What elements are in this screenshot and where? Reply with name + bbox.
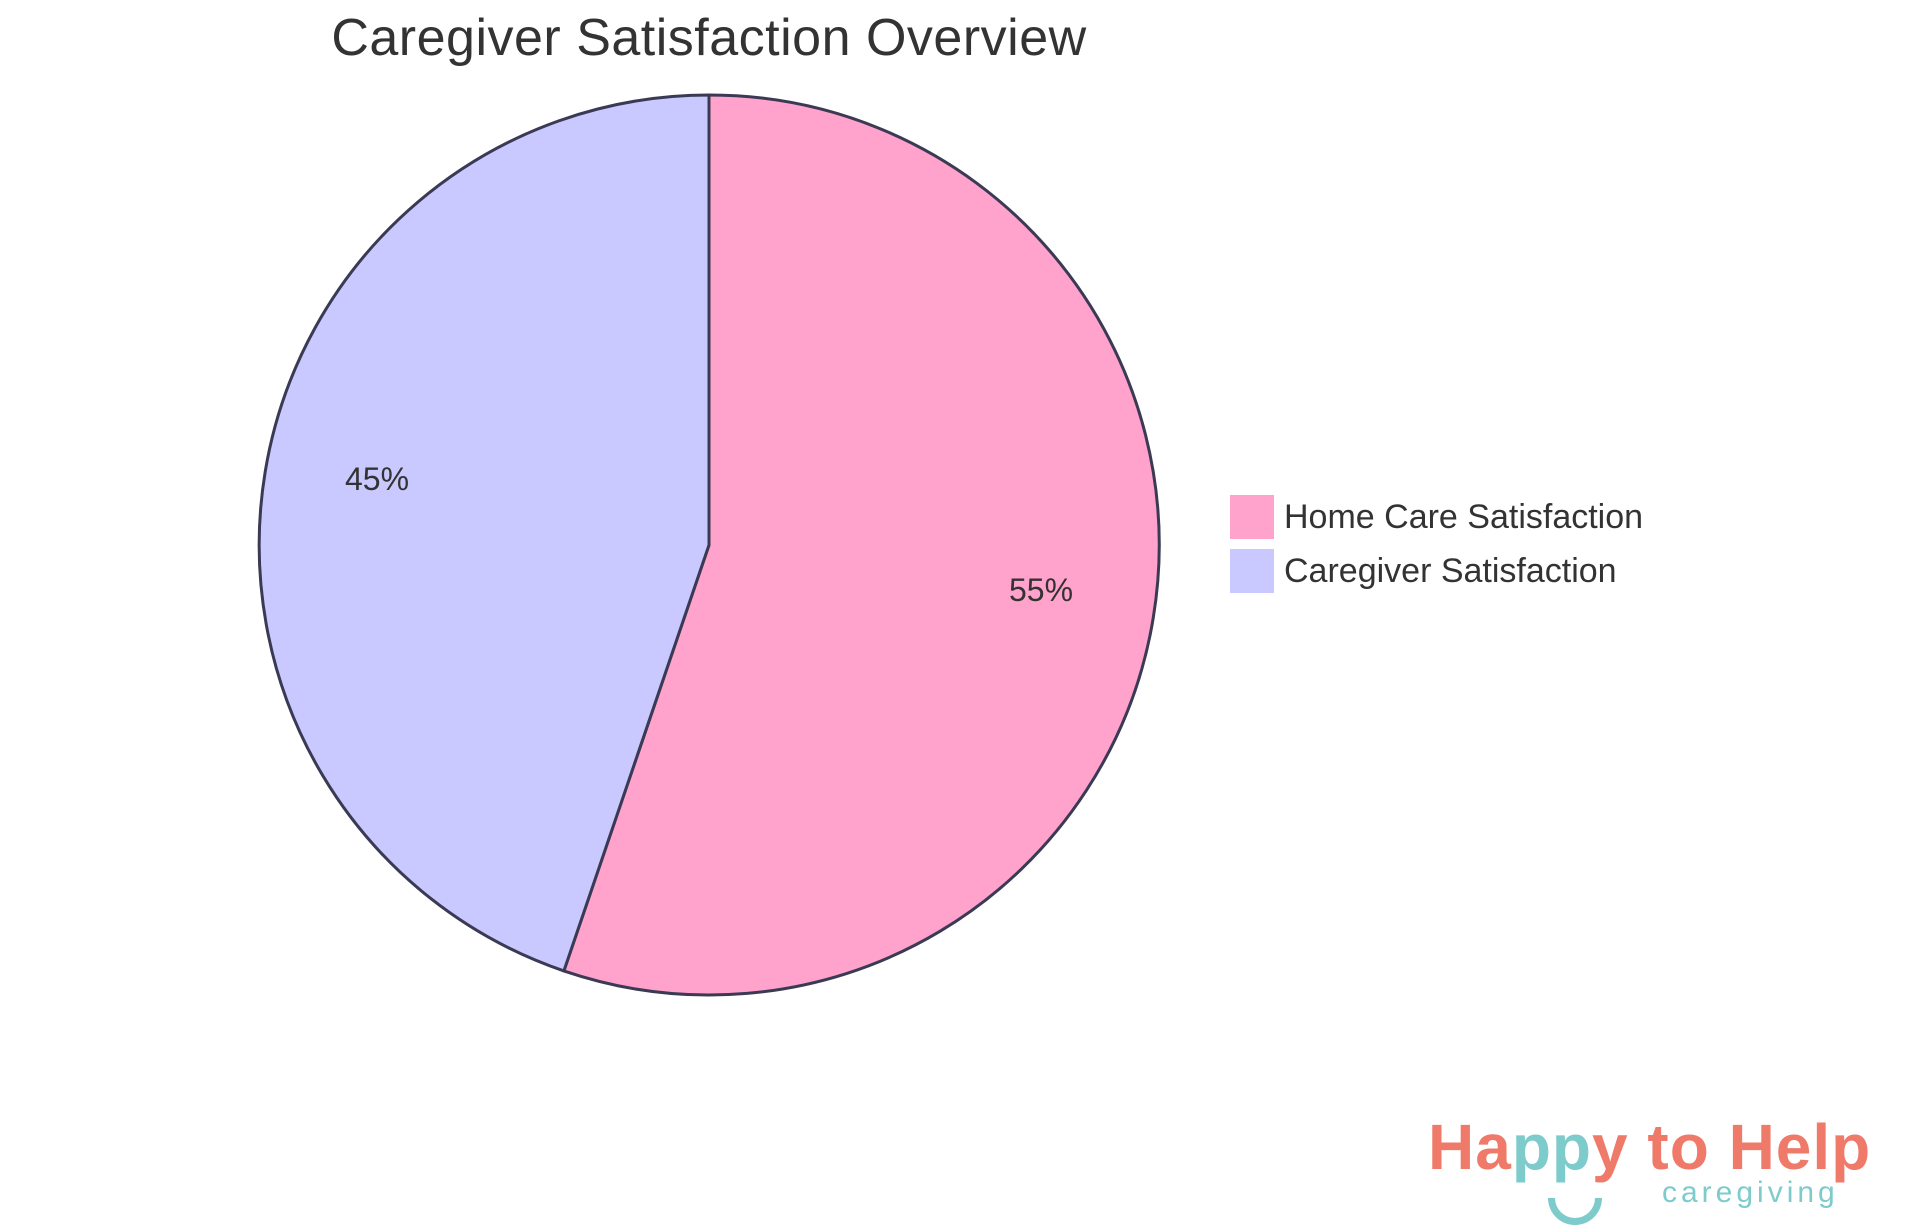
logo-text-part2: pp	[1511, 1111, 1592, 1183]
chart-title: Caregiver Satisfaction Overview	[331, 9, 1087, 67]
legend: Home Care Satisfaction Caregiver Satisfa…	[1230, 490, 1643, 598]
slice-label-caregiver: 45%	[345, 461, 409, 497]
legend-label: Caregiver Satisfaction	[1284, 551, 1617, 590]
legend-item-caregiver[interactable]: Caregiver Satisfaction	[1230, 544, 1643, 598]
legend-label: Home Care Satisfaction	[1284, 497, 1644, 536]
slice-label-home-care: 55%	[1009, 572, 1073, 608]
slice-home-care-satisfaction[interactable]	[561, 93, 1161, 997]
slice-caregiver-satisfaction[interactable]	[257, 93, 711, 973]
brand-logo: Happy to Help caregiving	[1428, 1110, 1908, 1225]
legend-swatch-lavender	[1230, 549, 1274, 593]
logo-text-part1: Ha	[1428, 1111, 1512, 1183]
logo-subtitle: caregiving	[1662, 1176, 1839, 1209]
legend-swatch-pink	[1230, 495, 1274, 539]
legend-item-home-care[interactable]: Home Care Satisfaction	[1230, 490, 1643, 544]
logo-wordmark: Happy to Help	[1428, 1110, 1871, 1184]
smile-icon	[1548, 1198, 1602, 1225]
logo-text-part3: y to Help	[1592, 1111, 1872, 1183]
